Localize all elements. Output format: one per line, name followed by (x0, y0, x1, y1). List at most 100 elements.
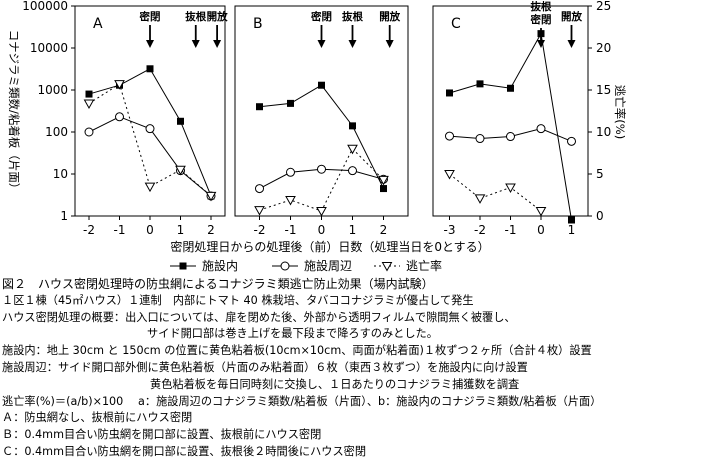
data-point-circle (115, 112, 124, 122)
data-point-circle (84, 127, 94, 137)
legend-marker-triangle (381, 262, 393, 272)
data-point-triangle (114, 80, 125, 90)
x-tick-label: -1 (505, 223, 517, 237)
data-point-square (146, 65, 154, 73)
data-point-triangle (83, 99, 95, 109)
y-right-tick-label: 5 (596, 167, 604, 181)
data-point-circle (348, 166, 357, 176)
x-tick-label: 1 (568, 223, 576, 237)
note-line-3: サイド開口部は巻き上げを最下段まで降ろすのみとした。 (147, 327, 438, 341)
event-label: 抜根 (342, 10, 363, 23)
data-point-circle (536, 124, 546, 134)
event-arrow-head (385, 40, 394, 48)
event-label: 開放 (379, 10, 400, 23)
y-left-axis-title: コナジラミ類数/粘着板（片面） (7, 30, 21, 195)
y-right-tick-label: 0 (596, 209, 604, 223)
x-tick-label: 1 (349, 223, 357, 237)
data-point-triangle (378, 175, 389, 186)
y-left-tick-label: 100000 (22, 0, 68, 13)
y-right-tick-label: 20 (596, 41, 611, 55)
y-left-tick-label: 10000 (30, 41, 68, 55)
x-tick-label: 2 (380, 223, 388, 237)
figure-notes: 図２ ハウス密閉処理時の防虫網によるコナジラミ類逃亡防止効果（場内試験） １区１… (2, 276, 706, 461)
event-arrow-head (348, 40, 357, 48)
series-line (259, 147, 384, 212)
data-point-circle (255, 184, 264, 194)
x-tick-label: -2 (474, 223, 486, 237)
data-point-circle (317, 164, 326, 174)
data-point-triangle (474, 194, 486, 204)
panel-label: A (93, 16, 103, 32)
data-point-square (287, 99, 294, 107)
data-point-square (85, 90, 93, 98)
data-point-triangle (316, 206, 327, 217)
data-point-circle (475, 134, 485, 144)
legend-label: 施設周辺 (304, 258, 352, 273)
figure-chart: 1101001000100001000000510152025コナジラミ類数/粘… (7, 0, 627, 273)
note-line-1: １区１棟（45㎡ハウス）１連制 内部にトマト 40 株栽培、タバココナジラミが優… (2, 293, 474, 307)
data-point-triangle (144, 182, 156, 193)
x-tick-label: 0 (537, 223, 545, 237)
panel-label: C (451, 16, 461, 32)
x-tick-label: -1 (285, 223, 297, 237)
note-line-8: Ａ：防虫網なし、抜根前にハウス密閉 (2, 411, 193, 425)
legend-label: 施設内 (202, 258, 238, 273)
x-tick-label: 0 (146, 223, 154, 237)
x-tick-label: -1 (114, 223, 126, 237)
y-left-tick-label: 10 (53, 167, 68, 181)
x-axis-title: 密閉処理日からの処理後（前）日数（処理当日を0とする） (170, 239, 489, 254)
y-left-tick-label: 100 (45, 125, 68, 139)
event-arrow-head (567, 40, 576, 48)
event-label: 抜根 (185, 10, 206, 23)
note-line-7: 逃亡率(%)＝(a/b)×100 a：施設周辺のコナジラミ類数/粘着板（片面）、… (2, 394, 602, 408)
data-point-circle (286, 167, 295, 177)
data-point-square (537, 30, 545, 38)
event-label: 抜根 (531, 0, 552, 13)
event-label: 開放 (207, 10, 228, 23)
data-point-circle (445, 131, 454, 141)
data-point-square (568, 216, 575, 224)
y-right-tick-label: 15 (596, 83, 611, 97)
y-right-tick-label: 25 (596, 0, 611, 13)
x-tick-label: -2 (254, 223, 266, 237)
note-line-2: ハウス密閉処理の概要：出入口については、扉を閉めた後、外部から透明フィルムで隙間… (2, 310, 516, 324)
x-tick-label: 0 (318, 223, 326, 237)
data-point-square (380, 185, 387, 193)
note-line-4: 施設内：地上 30cm と 150cm の位置に黄色粘着板(10cm×10cm、… (2, 344, 592, 358)
note-line-10: Ｃ：0.4mm目合い防虫網を開口部に設置、抜根後２時間後にハウス密閉 (2, 444, 367, 458)
data-point-square (349, 122, 356, 130)
data-point-square (177, 117, 184, 125)
y-right-axis-title: 逃亡率(%) (613, 85, 627, 139)
figure-title: 図２ ハウス密閉処理時の防虫網によるコナジラミ類逃亡防止効果（場内試験） (2, 277, 434, 291)
note-line-9: Ｂ：0.4mm目合い防虫網を開口部に設置、抜根前にハウス密閉 (2, 428, 322, 442)
y-left-tick-label: 1 (60, 209, 68, 223)
data-point-circle (506, 132, 515, 142)
data-point-square (318, 81, 325, 89)
event-arrow-head (213, 40, 222, 48)
series-line (449, 173, 542, 212)
data-point-triangle (254, 206, 265, 216)
data-point-square (446, 89, 453, 97)
legend-marker-circle (280, 261, 290, 271)
data-point-triangle (505, 183, 516, 193)
event-arrow-head (537, 40, 545, 48)
data-point-square (256, 103, 263, 111)
data-point-circle (145, 124, 155, 134)
note-line-5: 施設周辺：サイド開口部外側に黄色粘着板（片面のみ粘着面）６枚（東西３枚ずつ）を施… (2, 360, 528, 374)
event-arrow-head (317, 40, 326, 48)
data-point-square (476, 80, 484, 88)
event-label: 密閉 (531, 13, 552, 26)
data-point-circle (567, 136, 576, 146)
event-arrow-head (191, 40, 200, 48)
data-point-triangle (175, 165, 186, 176)
x-tick-label: -3 (444, 223, 456, 237)
data-point-triangle (535, 206, 547, 217)
y-right-tick-label: 10 (596, 125, 611, 139)
data-point-triangle (347, 144, 358, 155)
legend-label: 逃亡率 (406, 258, 442, 273)
series-line (88, 83, 212, 197)
x-tick-label: 2 (207, 223, 215, 237)
event-label: 開放 (561, 10, 582, 23)
legend-marker-square (179, 262, 187, 270)
note-line-6: 黄色粘着板を毎日同時刻に交換し、１日あたりのコナジラミ捕獲数を調査 (150, 377, 520, 391)
